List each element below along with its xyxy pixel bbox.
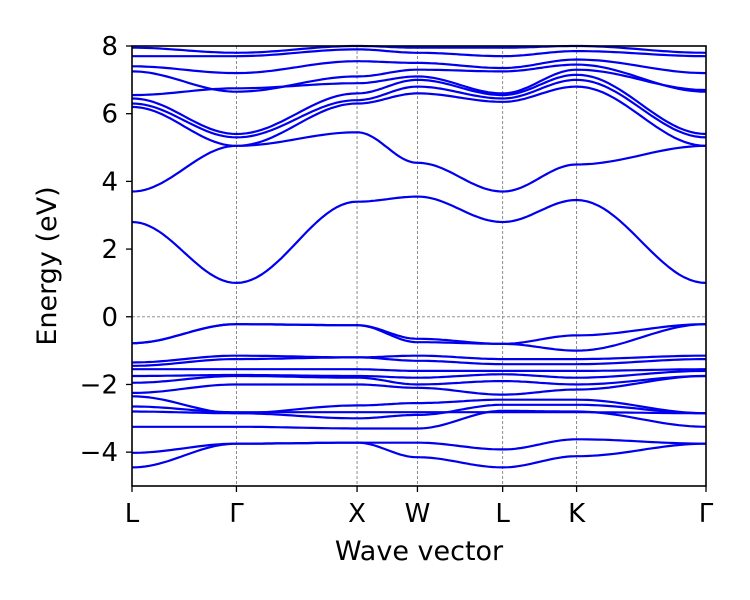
- band-line-21: [131, 63, 707, 93]
- y-tick-label: −4: [80, 438, 118, 468]
- y-axis-ticks: −4 −2 0 2 4 6 8: [80, 32, 132, 468]
- plot-frame: [131, 45, 707, 487]
- band-line-9: [132, 369, 707, 379]
- band-line-6: [131, 395, 706, 415]
- band-line-14: [131, 323, 707, 352]
- band-line-7: [132, 374, 707, 396]
- band-line-18: [131, 78, 707, 139]
- x-axis-label: Wave vector: [335, 536, 504, 567]
- x-tick-label: Γ: [699, 499, 714, 529]
- y-tick-label: 8: [101, 32, 118, 62]
- band-line-12: [131, 354, 706, 364]
- x-tick-label: W: [405, 499, 431, 529]
- x-tick-label: X: [348, 499, 366, 529]
- band-line-11: [132, 356, 706, 367]
- y-tick-label: −2: [80, 370, 118, 400]
- band-line-20: [131, 68, 707, 97]
- x-tick-label: L: [125, 499, 140, 529]
- x-tick-label: Γ: [229, 499, 244, 529]
- band-line-10: [132, 368, 706, 372]
- y-tick-label: 0: [101, 303, 118, 333]
- band-line-15: [131, 195, 707, 284]
- band-line-22: [132, 58, 707, 75]
- band-line-2: [132, 438, 706, 454]
- y-tick-label: 2: [101, 235, 118, 265]
- y-tick-label: 6: [101, 100, 118, 130]
- y-axis-label: Energy (eV): [32, 186, 63, 345]
- y-tick-label: 4: [101, 167, 118, 197]
- x-tick-label: L: [495, 499, 510, 529]
- band-line-17: [131, 85, 707, 147]
- x-tick-label: K: [568, 499, 586, 529]
- band-line-19: [131, 73, 707, 136]
- band-lines: [131, 44, 707, 469]
- band-line-23: [132, 48, 707, 58]
